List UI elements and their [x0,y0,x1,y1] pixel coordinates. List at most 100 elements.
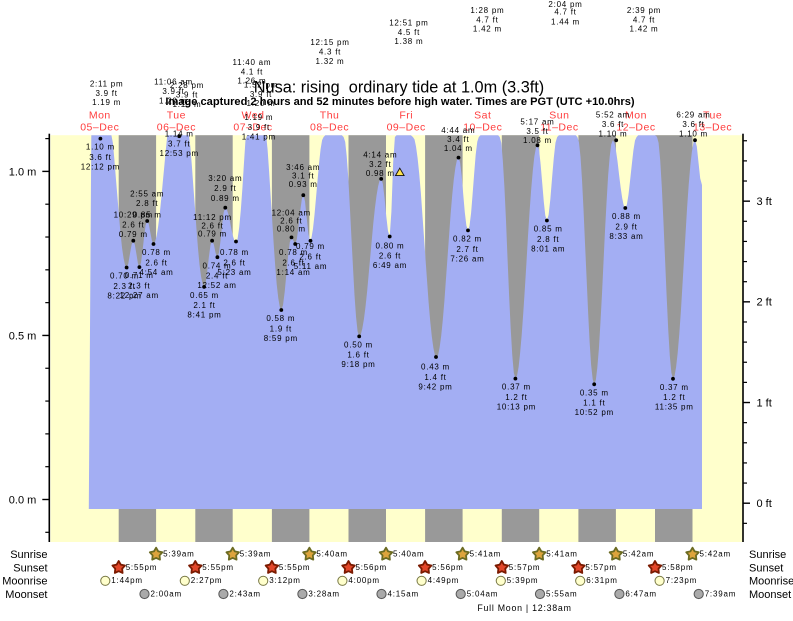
svg-text:1.19 m: 1.19 m [92,98,121,107]
svg-text:11:06 am: 11:06 am [154,78,193,87]
svg-text:7:23pm: 7:23pm [666,576,697,585]
svg-text:1.1 ft: 1.1 ft [583,399,605,408]
svg-text:5:55pm: 5:55pm [279,563,310,572]
svg-text:5:56pm: 5:56pm [356,563,387,572]
svg-text:7:39am: 7:39am [705,589,736,598]
svg-text:1:41 pm: 1:41 pm [242,133,276,142]
svg-text:12:12 pm: 12:12 pm [81,162,120,171]
svg-text:08–Dec: 08–Dec [310,122,349,134]
svg-text:4:44 am: 4:44 am [441,126,475,135]
svg-text:0.58 m: 0.58 m [266,314,295,323]
svg-text:1:44pm: 1:44pm [111,576,142,585]
svg-text:1.9 ft: 1.9 ft [270,324,292,333]
svg-text:2:55 am: 2:55 am [130,190,164,199]
svg-text:1:52 pm: 1:52 pm [244,80,278,89]
svg-text:0.85 m: 0.85 m [133,210,162,219]
svg-text:11–Dec: 11–Dec [540,122,578,134]
svg-text:Tue: Tue [703,110,722,122]
svg-text:2.6 ft: 2.6 ft [223,258,245,267]
svg-text:2:28 pm: 2:28 pm [170,81,204,90]
svg-text:12:53 pm: 12:53 pm [160,149,199,158]
svg-text:4.5 ft: 4.5 ft [398,28,420,37]
svg-text:11:35 pm: 11:35 pm [655,403,694,412]
svg-text:2.6 ft: 2.6 ft [145,258,167,267]
svg-text:1.2 ft: 1.2 ft [663,393,685,402]
svg-text:1.2 ft: 1.2 ft [505,393,527,402]
svg-text:Mon: Mon [89,110,111,122]
svg-text:Sunset: Sunset [749,563,783,575]
svg-text:4:00pm: 4:00pm [348,576,379,585]
svg-text:Moonset: Moonset [749,589,791,601]
svg-text:2.6 ft: 2.6 ft [299,252,321,261]
svg-text:5:40am: 5:40am [393,550,424,559]
svg-text:0.78 m: 0.78 m [220,248,249,257]
svg-text:12:27 am: 12:27 am [120,291,159,300]
svg-text:1.10 m: 1.10 m [599,130,628,139]
svg-text:5:58pm: 5:58pm [662,563,693,572]
svg-text:9:18 pm: 9:18 pm [341,360,375,369]
svg-text:3:46 am: 3:46 am [286,163,320,172]
svg-text:0.78 m: 0.78 m [142,248,171,257]
svg-text:1.04 m: 1.04 m [444,144,473,153]
svg-text:1.19 m: 1.19 m [173,100,202,109]
svg-text:1.10 m: 1.10 m [86,143,115,152]
svg-text:0.74 m: 0.74 m [203,261,232,270]
svg-text:2.3 ft: 2.3 ft [128,281,150,290]
svg-text:10:52 pm: 10:52 pm [575,408,614,417]
svg-text:12:04 am: 12:04 am [272,209,311,218]
svg-text:0.35 m: 0.35 m [580,388,609,397]
svg-text:5:41am: 5:41am [546,550,577,559]
svg-text:1.10 m: 1.10 m [679,130,708,139]
svg-text:3.9 ft: 3.9 ft [248,123,270,132]
svg-text:Sunset: Sunset [13,563,47,575]
svg-text:2.9 ft: 2.9 ft [214,184,236,193]
svg-text:1.20 m: 1.20 m [159,97,188,106]
svg-text:5:42am: 5:42am [623,550,654,559]
svg-text:07–Dec: 07–Dec [233,122,272,134]
svg-text:0.5 m: 0.5 m [9,330,37,342]
svg-text:2.6 ft: 2.6 ft [282,258,304,267]
svg-text:5:17 am: 5:17 am [520,117,554,126]
svg-text:Sunrise: Sunrise [749,549,786,561]
svg-text:1.38 m: 1.38 m [394,37,423,46]
svg-text:3:28am: 3:28am [308,589,339,598]
svg-text:5:42am: 5:42am [700,550,731,559]
svg-text:3:12pm: 3:12pm [269,576,300,585]
svg-text:2 ft: 2 ft [757,297,772,309]
svg-text:2.4 ft: 2.4 ft [206,272,228,281]
svg-text:10:13 pm: 10:13 pm [497,402,536,411]
svg-text:12–Dec: 12–Dec [616,122,655,134]
svg-text:2:04 pm: 2:04 pm [548,0,582,9]
svg-text:2.7 ft: 2.7 ft [456,245,478,254]
svg-text:Sunrise: Sunrise [10,549,47,561]
svg-text:5:39am: 5:39am [240,550,271,559]
svg-text:6:47am: 6:47am [625,589,656,598]
svg-text:0.88 m: 0.88 m [612,212,641,221]
svg-text:2:43am: 2:43am [229,589,260,598]
svg-text:3.9 ft: 3.9 ft [162,87,184,96]
svg-text:2.6 ft: 2.6 ft [280,217,302,226]
svg-text:10:29 pm: 10:29 pm [114,211,153,220]
svg-text:11:40 am: 11:40 am [233,58,272,67]
svg-text:5:55am: 5:55am [546,589,577,598]
svg-text:5:39pm: 5:39pm [507,576,538,585]
svg-text:Thu: Thu [320,110,340,122]
svg-text:0.89 m: 0.89 m [211,194,240,203]
svg-text:1.0 m: 1.0 m [9,166,37,178]
svg-text:10–Dec: 10–Dec [463,122,502,134]
svg-text:09–Dec: 09–Dec [387,122,426,134]
svg-text:4:54 am: 4:54 am [139,268,173,277]
svg-text:4.7 ft: 4.7 ft [476,15,498,24]
svg-text:6:49 am: 6:49 am [373,261,407,270]
svg-text:0.70 m: 0.70 m [110,272,139,281]
svg-text:0.93 m: 0.93 m [289,180,318,189]
svg-text:1 ft: 1 ft [757,397,772,409]
svg-text:3.7 ft: 3.7 ft [168,140,190,149]
svg-text:1:28 pm: 1:28 pm [470,6,504,15]
svg-text:8:22 pm: 8:22 pm [107,291,141,300]
svg-text:4.1 ft: 4.1 ft [241,67,263,76]
svg-text:1.08 m: 1.08 m [523,136,552,145]
svg-text:1.4 ft: 1.4 ft [424,373,446,382]
svg-text:0.37 m: 0.37 m [660,383,689,392]
svg-text:2.3 ft: 2.3 ft [113,282,135,291]
